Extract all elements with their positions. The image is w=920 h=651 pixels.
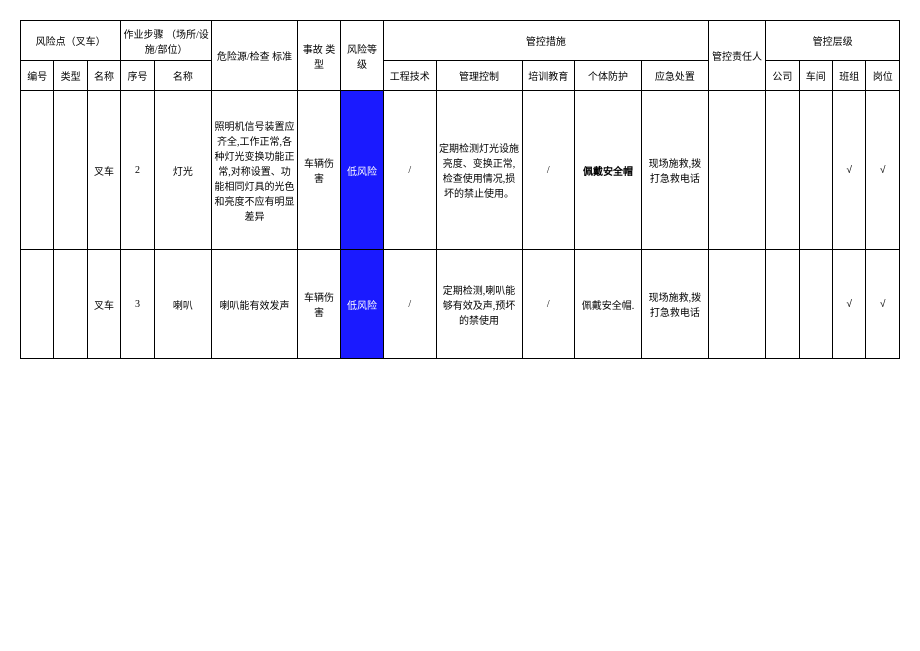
header-post: 岗位 — [866, 61, 900, 91]
header-management: 管理控制 — [436, 61, 522, 91]
header-accident: 事故 类型 — [298, 21, 341, 91]
cell-responsible — [708, 250, 765, 359]
cell-team: √ — [833, 91, 866, 250]
cell-training: / — [522, 250, 575, 359]
header-risk-level: 风险等 级 — [341, 21, 384, 91]
header-hazard: 危险源/检查 标准 — [212, 21, 298, 91]
table-row: 叉车 3 喇叭 喇叭能有效发声 车辆伤害 低风险 / 定期检测,喇叭能够有效及声… — [21, 250, 900, 359]
cell-name: 叉车 — [87, 250, 120, 359]
header-engineering: 工程技术 — [383, 61, 436, 91]
header-control-measures: 管控措施 — [383, 21, 708, 61]
cell-company — [766, 91, 799, 250]
header-workshop: 车间 — [799, 61, 832, 91]
header-responsible: 管控责任人 — [708, 21, 765, 91]
cell-company — [766, 250, 799, 359]
table-row: 叉车 2 灯光 照明机信号装置应齐全,工作正常,各种灯光变换功能正常,对称设置、… — [21, 91, 900, 250]
cell-workshop — [799, 91, 832, 250]
cell-team: √ — [833, 250, 866, 359]
cell-accident: 车辆伤害 — [298, 250, 341, 359]
header-work-step: 作业步骤 （场所/设施/部位） — [121, 21, 212, 61]
cell-name: 叉车 — [87, 91, 120, 250]
header-training: 培训教育 — [522, 61, 575, 91]
risk-table: 风险点（叉车） 作业步骤 （场所/设施/部位） 危险源/检查 标准 事故 类型 … — [20, 20, 900, 359]
cell-responsible — [708, 91, 765, 250]
cell-engineering: / — [383, 250, 436, 359]
cell-hazard: 照明机信号装置应齐全,工作正常,各种灯光变换功能正常,对称设置、功能相同灯具的光… — [212, 91, 298, 250]
header-risk-point: 风险点（叉车） — [21, 21, 121, 61]
cell-post: √ — [866, 250, 900, 359]
cell-emergency: 现场施救,拨打急救电话 — [641, 91, 708, 250]
header-emergency: 应急处置 — [641, 61, 708, 91]
cell-accident: 车辆伤害 — [298, 91, 341, 250]
cell-emergency: 现场施救,拨打急救电话 — [641, 250, 708, 359]
cell-engineering: / — [383, 91, 436, 250]
header-control-level: 管控层级 — [766, 21, 900, 61]
header-step-name: 名称 — [154, 61, 211, 91]
cell-risk: 低风险 — [341, 250, 384, 359]
cell-ppe: 佩戴安全帽. — [575, 250, 642, 359]
cell-step-name: 灯光 — [154, 91, 211, 250]
cell-type — [54, 91, 87, 250]
cell-number — [21, 250, 54, 359]
cell-step-name: 喇叭 — [154, 250, 211, 359]
header-team: 班组 — [833, 61, 866, 91]
cell-workshop — [799, 250, 832, 359]
cell-type — [54, 250, 87, 359]
cell-hazard: 喇叭能有效发声 — [212, 250, 298, 359]
header-number: 编号 — [21, 61, 54, 91]
cell-post: √ — [866, 91, 900, 250]
header-company: 公司 — [766, 61, 799, 91]
cell-management: 定期检测,喇叭能够有效及声,预坏的禁使用 — [436, 250, 522, 359]
header-ppe: 个体防护 — [575, 61, 642, 91]
cell-seq: 2 — [121, 91, 154, 250]
cell-risk: 低风险 — [341, 91, 384, 250]
cell-training: / — [522, 91, 575, 250]
cell-seq: 3 — [121, 250, 154, 359]
header-type: 类型 — [54, 61, 87, 91]
header-name: 名称 — [87, 61, 120, 91]
header-seq: 序号 — [121, 61, 154, 91]
cell-ppe: 佩戴安全帽 — [575, 91, 642, 250]
cell-number — [21, 91, 54, 250]
cell-management: 定期检测灯光设施亮度、变换正常,检查使用情况,损坏的禁止使用。 — [436, 91, 522, 250]
